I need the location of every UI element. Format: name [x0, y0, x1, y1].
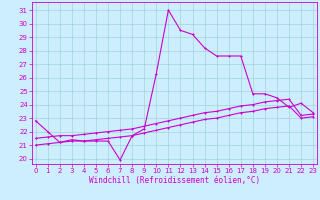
X-axis label: Windchill (Refroidissement éolien,°C): Windchill (Refroidissement éolien,°C) [89, 176, 260, 185]
